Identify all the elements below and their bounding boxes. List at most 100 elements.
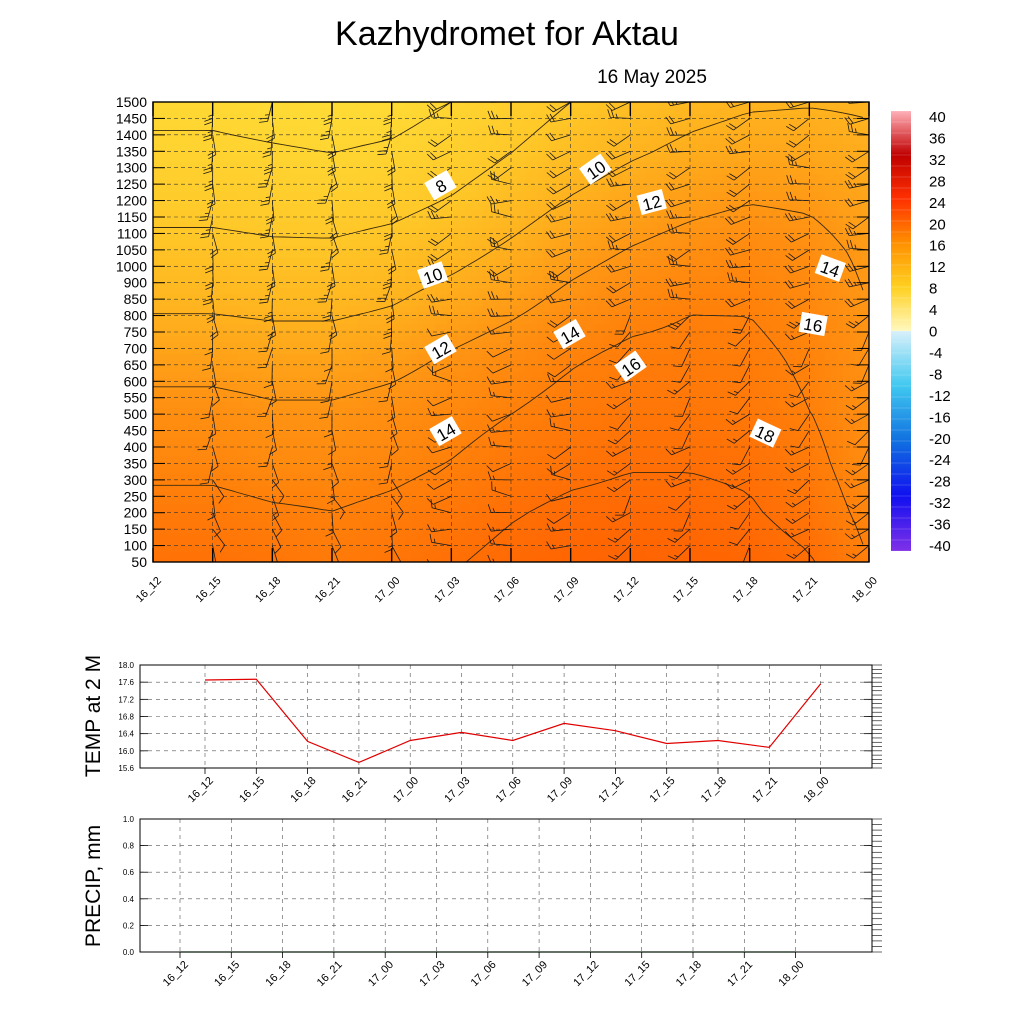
heat-cell	[741, 204, 748, 211]
heat-cell	[567, 312, 574, 319]
heat-cell	[195, 102, 202, 109]
heat-cell	[471, 288, 478, 295]
heat-cell	[531, 156, 538, 163]
heat-cell	[327, 132, 334, 139]
heat-cell	[849, 138, 856, 145]
heat-cell	[387, 234, 394, 241]
heat-cell	[417, 294, 424, 301]
heat-cell	[201, 348, 208, 355]
heat-cell	[363, 108, 370, 115]
heat-cell	[585, 114, 592, 121]
heat-cell	[435, 198, 442, 205]
heat-cell	[255, 132, 262, 139]
heat-cell	[237, 132, 244, 139]
heat-cell	[267, 306, 274, 313]
heat-cell	[255, 324, 262, 331]
heat-cell	[471, 312, 478, 319]
heat-cell	[195, 318, 202, 325]
heat-cell	[243, 192, 250, 199]
heat-cell	[567, 174, 574, 181]
heat-cell	[165, 138, 172, 145]
heat-cell	[363, 114, 370, 121]
heat-cell	[267, 246, 274, 253]
heat-cell	[573, 156, 580, 163]
heat-cell	[489, 144, 496, 151]
heat-cell	[345, 318, 352, 325]
heat-cell	[597, 138, 604, 145]
heat-cell	[183, 180, 190, 187]
heat-cell	[807, 138, 814, 145]
heat-cell	[267, 258, 274, 265]
heat-cell	[651, 312, 658, 319]
heat-cell	[225, 204, 232, 211]
heat-cell	[363, 258, 370, 265]
heat-cell	[693, 198, 700, 205]
heat-cell	[597, 126, 604, 133]
heat-cell	[705, 174, 712, 181]
heat-cell	[657, 228, 664, 235]
heat-cell	[807, 102, 814, 109]
heat-cell	[195, 336, 202, 343]
heat-cell	[453, 252, 460, 259]
heat-cell	[795, 276, 802, 283]
heat-cell	[201, 342, 208, 349]
heat-cell	[525, 282, 532, 289]
heat-cell	[219, 348, 226, 355]
heat-cell	[711, 300, 718, 307]
heat-cell	[783, 138, 790, 145]
heat-cell	[861, 198, 868, 205]
heat-cell	[519, 300, 526, 307]
heat-cell	[501, 138, 508, 145]
heat-cell	[789, 234, 796, 241]
heat-cell	[729, 240, 736, 247]
heat-cell	[393, 138, 400, 145]
heat-cell	[249, 192, 256, 199]
heat-cell	[165, 156, 172, 163]
heat-cell	[213, 138, 220, 145]
heat-cell	[441, 108, 448, 115]
heat-cell	[255, 276, 262, 283]
heat-cell	[795, 258, 802, 265]
heat-cell	[303, 120, 310, 127]
heat-cell	[465, 120, 472, 127]
heat-cell	[609, 216, 616, 223]
heat-cell	[621, 138, 628, 145]
heat-cell	[717, 252, 724, 259]
heat-cell	[153, 228, 160, 235]
heat-cell	[495, 282, 502, 289]
heat-cell	[279, 192, 286, 199]
heat-cell	[351, 282, 358, 289]
heat-cell	[531, 132, 538, 139]
heat-cell	[597, 246, 604, 253]
heat-cell	[579, 144, 586, 151]
heat-cell	[465, 282, 472, 289]
heat-cell	[339, 222, 346, 229]
heat-cell	[717, 324, 724, 331]
heat-cell	[525, 246, 532, 253]
heat-cell	[549, 330, 556, 337]
heat-cell	[495, 198, 502, 205]
heat-cell	[189, 162, 196, 169]
heat-cell	[699, 144, 706, 151]
heat-cell	[381, 276, 388, 283]
heat-cell	[777, 228, 784, 235]
heat-cell	[261, 324, 268, 331]
heat-cell	[561, 162, 568, 169]
heat-cell	[831, 180, 838, 187]
heat-cell	[267, 294, 274, 301]
heat-cell	[855, 264, 862, 271]
heat-cell	[285, 288, 292, 295]
heat-cell	[411, 258, 418, 265]
heat-cell	[159, 324, 166, 331]
heat-cell	[435, 126, 442, 133]
heat-cell	[837, 174, 844, 181]
heat-cell	[765, 192, 772, 199]
heat-cell	[543, 264, 550, 271]
heat-cell	[681, 282, 688, 289]
heat-cell	[225, 180, 232, 187]
heat-cell	[657, 336, 664, 343]
heat-cell	[861, 174, 868, 181]
heat-cell	[759, 240, 766, 247]
heat-cell	[339, 318, 346, 325]
heat-cell	[171, 174, 178, 181]
